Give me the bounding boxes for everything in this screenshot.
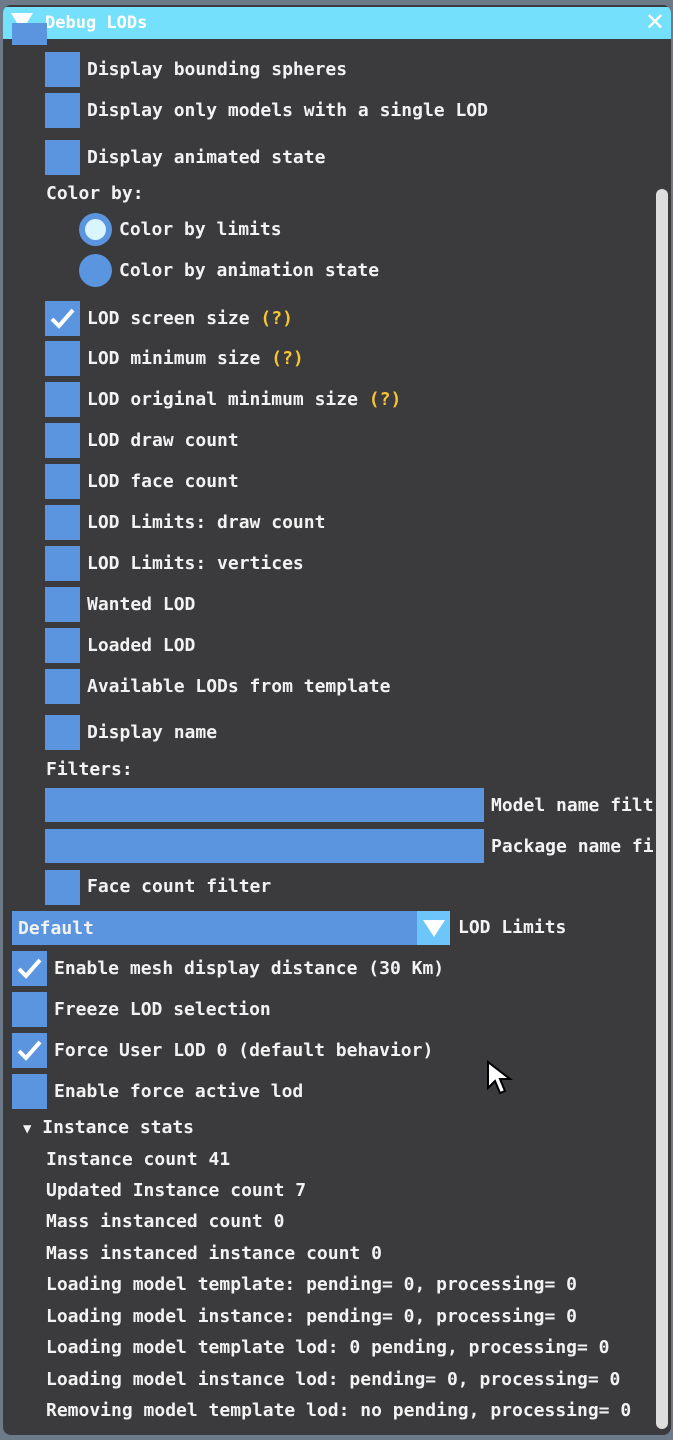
option-3-checkbox[interactable] bbox=[12, 1074, 47, 1109]
lod-option-2-checkbox[interactable] bbox=[45, 382, 80, 417]
stat-line: Loading model instance lod: pending= 0, … bbox=[46, 1369, 621, 1390]
mouse-cursor-icon bbox=[487, 1060, 513, 1095]
option-0-checkbox[interactable] bbox=[12, 951, 47, 986]
filters-label: Filters: bbox=[46, 759, 133, 780]
stat-line: Loading model template: pending= 0, proc… bbox=[46, 1274, 578, 1295]
help-marker[interactable]: (?) bbox=[260, 308, 293, 329]
lod-option-5-checkbox[interactable] bbox=[45, 505, 80, 540]
scrollbar[interactable] bbox=[655, 39, 669, 1435]
help-marker[interactable]: (?) bbox=[271, 348, 304, 369]
checkbox-top-2-label: Display animated state bbox=[87, 147, 326, 168]
option-0-label: Enable mesh display distance (30 Km) bbox=[54, 958, 445, 979]
model-name-filter-label: Model name filt bbox=[491, 795, 654, 816]
stat-line: Removing model template lod: no pending,… bbox=[46, 1400, 632, 1421]
radio-color-by-0[interactable] bbox=[79, 213, 112, 246]
package-name-filter-label: Package name fi bbox=[491, 836, 654, 857]
face-count-filter-label: Face count filter bbox=[87, 876, 272, 897]
lod-option-8-checkbox[interactable] bbox=[45, 628, 80, 663]
stat-line: Loading model instance: pending= 0, proc… bbox=[46, 1306, 578, 1327]
option-2-checkbox[interactable] bbox=[12, 1033, 47, 1068]
window-title: Debug LODs bbox=[45, 13, 148, 33]
dropdown-arrow-icon[interactable] bbox=[417, 911, 450, 945]
color-by-label: Color by: bbox=[46, 183, 144, 204]
radio-color-by-1[interactable] bbox=[79, 254, 112, 287]
stat-line: Loading model template lod: 0 pending, p… bbox=[46, 1337, 610, 1358]
lod-option-9-label: Available LODs from template bbox=[87, 676, 391, 697]
debug-lods-window: Debug LODs ✕ Display bounding spheres Dis… bbox=[3, 5, 671, 1435]
option-3-label: Enable force active lod bbox=[54, 1081, 304, 1102]
lod-option-10-checkbox[interactable] bbox=[45, 715, 80, 750]
checkbox-partial[interactable] bbox=[12, 23, 47, 45]
checkbox-top-0-checkbox[interactable] bbox=[45, 52, 80, 87]
lod-option-3-checkbox[interactable] bbox=[45, 423, 80, 458]
radio-label: Color by limits bbox=[119, 219, 282, 240]
lod-option-5-label: LOD Limits: draw count bbox=[87, 512, 326, 533]
lod-option-0-checkbox[interactable] bbox=[45, 301, 80, 336]
lod-option-4-checkbox[interactable] bbox=[45, 464, 80, 499]
checkmark-icon bbox=[17, 958, 42, 979]
checkmark-icon bbox=[17, 1040, 42, 1061]
stat-line: Mass instanced instance count 0 bbox=[46, 1243, 382, 1264]
stat-line: Mass instanced count 0 bbox=[46, 1211, 285, 1232]
lod-option-3-label: LOD draw count bbox=[87, 430, 239, 451]
checkbox-top-1-checkbox[interactable] bbox=[45, 93, 80, 128]
radio-label: Color by animation state bbox=[119, 260, 380, 281]
help-marker[interactable]: (?) bbox=[368, 389, 402, 410]
lod-option-4-label: LOD face count bbox=[87, 471, 239, 492]
checkbox-top-2-checkbox[interactable] bbox=[45, 140, 80, 175]
triangle-down-icon: ▼ bbox=[23, 1121, 32, 1137]
face-count-filter-checkbox[interactable] bbox=[45, 870, 80, 905]
stat-line: Updated Instance count 7 bbox=[46, 1180, 307, 1201]
model-name-filter-input[interactable] bbox=[45, 788, 484, 822]
close-icon[interactable]: ✕ bbox=[644, 8, 665, 36]
lod-option-2-label: LOD original minimum size (?) bbox=[87, 389, 402, 410]
instance-stats-header[interactable]: ▼ Instance stats bbox=[23, 1117, 194, 1138]
lod-option-8-label: Loaded LOD bbox=[87, 635, 196, 656]
package-name-filter-input[interactable] bbox=[45, 829, 484, 863]
scrollbar-thumb[interactable] bbox=[656, 189, 668, 1429]
lod-limits-label: LOD Limits bbox=[458, 917, 567, 938]
dropdown-value: Default bbox=[18, 918, 94, 939]
lod-option-9-checkbox[interactable] bbox=[45, 669, 80, 704]
checkbox-top-0-label: Display bounding spheres bbox=[87, 59, 348, 80]
lod-option-1-label: LOD minimum size (?) bbox=[87, 348, 304, 369]
option-1-label: Freeze LOD selection bbox=[54, 999, 271, 1020]
lod-option-7-checkbox[interactable] bbox=[45, 587, 80, 622]
lod-option-0-label: LOD screen size (?) bbox=[87, 308, 293, 329]
lod-option-6-checkbox[interactable] bbox=[45, 546, 80, 581]
lod-limits-dropdown[interactable]: Default bbox=[12, 911, 450, 945]
lod-option-10-label: Display name bbox=[87, 722, 218, 743]
lod-option-6-label: LOD Limits: vertices bbox=[87, 553, 304, 574]
lod-option-7-label: Wanted LOD bbox=[87, 594, 196, 615]
checkbox-top-1-label: Display only models with a single LOD bbox=[87, 100, 488, 121]
checkmark-icon bbox=[50, 308, 75, 329]
title-bar[interactable]: Debug LODs ✕ bbox=[3, 7, 671, 39]
stat-line: Instance count 41 bbox=[46, 1149, 231, 1170]
option-2-label: Force User LOD 0 (default behavior) bbox=[54, 1040, 434, 1061]
option-1-checkbox[interactable] bbox=[12, 992, 47, 1027]
lod-option-1-checkbox[interactable] bbox=[45, 341, 80, 376]
